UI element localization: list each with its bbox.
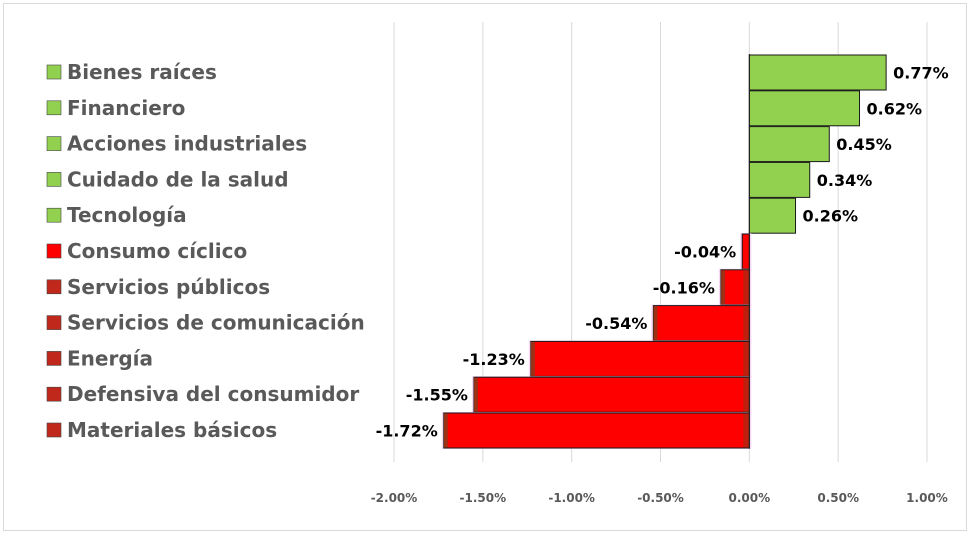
legend-swatch	[46, 100, 62, 116]
data-label: 0.77%	[893, 64, 949, 83]
x-tick-label: 1.00%	[906, 491, 948, 505]
bar-shade	[653, 306, 658, 341]
legend-label: Acciones industriales	[67, 132, 307, 156]
x-tick-label: -0.50%	[637, 491, 684, 505]
data-labels: 0.77% 0.62% 0.45% 0.34% 0.26% -0.04% -0.16% -0.…	[376, 64, 949, 441]
bar	[473, 376, 750, 413]
bar	[748, 126, 830, 163]
legend-label: Energía	[67, 346, 153, 370]
data-label: 0.26%	[803, 207, 859, 226]
bar-shade	[443, 413, 448, 448]
bar	[748, 161, 811, 198]
bar	[652, 305, 750, 342]
bar-shade	[530, 341, 535, 376]
legend-swatch	[46, 279, 62, 295]
bar-shade	[743, 270, 750, 305]
data-label: 0.62%	[866, 99, 922, 118]
bar	[748, 197, 797, 234]
legend-label: Defensiva del consumidor	[67, 382, 359, 406]
x-tick-label: -2.00%	[371, 491, 418, 505]
bar-shade	[720, 270, 725, 305]
x-tick-label: 0.00%	[729, 491, 771, 505]
bar-shade	[743, 377, 750, 412]
data-label: -1.72%	[376, 422, 438, 441]
data-label: 0.45%	[836, 135, 892, 154]
bar-shade	[473, 377, 478, 412]
bar-shade	[743, 306, 750, 341]
legend-label: Cuidado de la salud	[67, 167, 289, 191]
legend-label: Materiales básicos	[67, 418, 277, 442]
data-label: -1.23%	[463, 350, 525, 369]
x-tick-label: 0.50%	[817, 491, 859, 505]
legend-label: Tecnología	[67, 203, 187, 227]
x-tick-label: -1.00%	[548, 491, 595, 505]
legend-swatch	[46, 207, 62, 223]
legend-swatch	[46, 386, 62, 402]
legend-swatch	[46, 422, 62, 438]
bars	[441, 54, 887, 449]
legend-swatch	[46, 243, 62, 259]
data-label: -0.16%	[653, 278, 715, 297]
bar	[443, 412, 750, 449]
x-axis-ticks: -2.00% -1.50% -1.00% -0.50% 0.00% 0.50% 1.00%	[371, 491, 948, 505]
legend-label: Consumo cíclico	[67, 239, 247, 263]
data-label: 0.34%	[817, 171, 873, 190]
legend-label: Bienes raíces	[67, 60, 217, 84]
data-label: -1.55%	[406, 386, 468, 405]
bar	[530, 340, 750, 377]
legend-swatch	[46, 351, 62, 366]
data-label: -0.04%	[674, 243, 736, 262]
legend-label: Servicios públicos	[67, 275, 270, 299]
bar	[748, 54, 887, 91]
bar-shade	[743, 413, 750, 448]
legend-label: Servicios de comunicación	[67, 311, 365, 335]
bar	[741, 233, 750, 270]
bar	[748, 90, 860, 127]
legend-swatch	[46, 315, 62, 330]
legend-swatch	[46, 64, 62, 80]
data-label: -0.54%	[585, 314, 647, 333]
bar-shade	[743, 341, 750, 376]
legend-label: Financiero	[67, 96, 185, 120]
legend-swatch	[46, 136, 62, 151]
legend: Bienes raíces Financiero Acciones industri…	[46, 60, 365, 442]
x-tick-label: -1.50%	[460, 491, 507, 505]
legend-swatch	[46, 172, 62, 187]
